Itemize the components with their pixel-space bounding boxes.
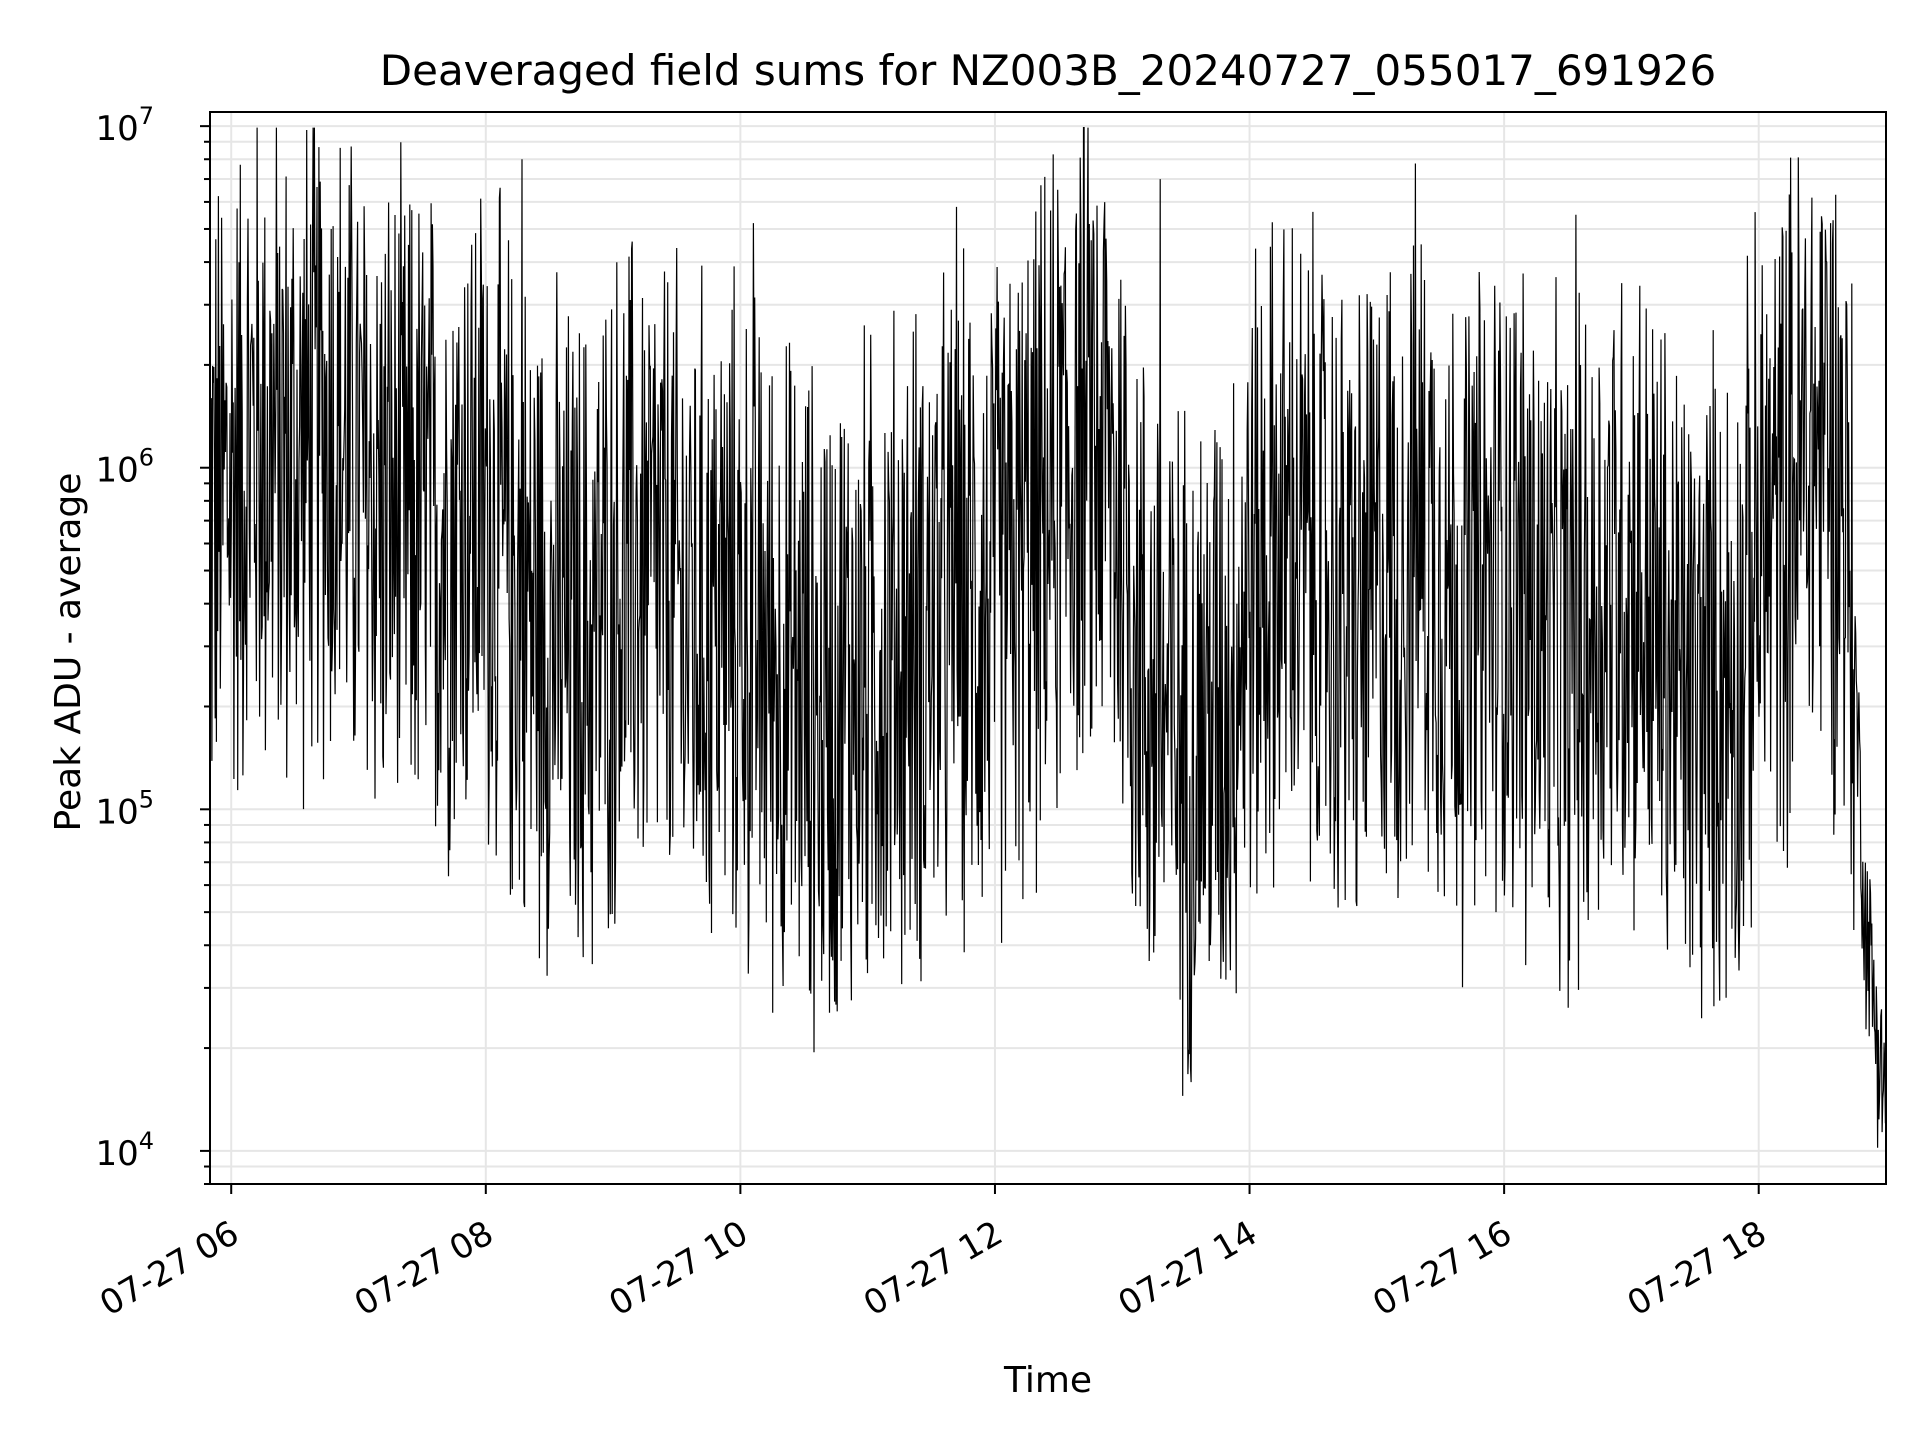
y-tick-base: 10	[95, 451, 138, 491]
y-tick-label: 107	[95, 102, 154, 149]
y-axis-label: Peak ADU - average	[48, 473, 89, 832]
y-tick-base: 10	[95, 109, 138, 149]
y-tick-label: 106	[95, 444, 154, 491]
y-tick-base: 10	[95, 1134, 138, 1174]
y-tick-exponent: 6	[139, 444, 154, 472]
data-series	[209, 127, 1887, 1148]
y-tick-base: 10	[95, 792, 138, 832]
chart-title: Deaveraged field sums for NZ003B_2024072…	[380, 46, 1716, 95]
y-tick-exponent: 5	[139, 785, 154, 813]
x-axis-label: Time	[1003, 1360, 1092, 1401]
y-tick-label: 105	[95, 785, 154, 832]
y-tick-exponent: 7	[139, 102, 154, 130]
series-line	[209, 127, 1887, 1148]
y-tick-label: 104	[95, 1127, 154, 1174]
plot-frame	[209, 111, 1887, 1185]
y-tick-exponent: 4	[139, 1127, 154, 1155]
grid-lines	[210, 112, 1886, 1185]
